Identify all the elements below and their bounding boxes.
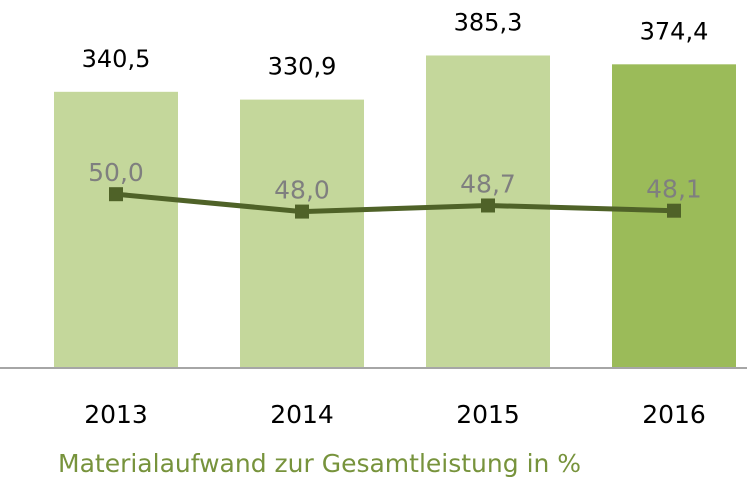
line-marker <box>481 198 495 213</box>
bar-value-label: 340,5 <box>82 45 151 73</box>
line <box>115 191 675 215</box>
line-value-label: 48,1 <box>646 175 702 204</box>
bar <box>54 91 178 369</box>
x-tick-label: 2013 <box>84 400 148 429</box>
bar-value-label: 330,9 <box>268 53 337 81</box>
line-marker <box>667 203 681 218</box>
bar-value-label: 374,4 <box>640 17 709 45</box>
line-marker <box>109 187 123 202</box>
legend-label: Materialaufwand zur Gesamtleistung in % <box>58 449 581 478</box>
bar <box>240 99 364 368</box>
line-value-label: 48,7 <box>460 169 516 198</box>
x-tick-label: 2014 <box>270 400 334 429</box>
x-tick-label: 2016 <box>642 400 706 429</box>
line-marker <box>295 204 309 219</box>
line-value-label: 50,0 <box>88 158 144 187</box>
x-tick-label: 2015 <box>456 400 520 429</box>
line-value-label: 48,0 <box>274 176 330 205</box>
bar-value-label: 385,3 <box>454 8 523 36</box>
